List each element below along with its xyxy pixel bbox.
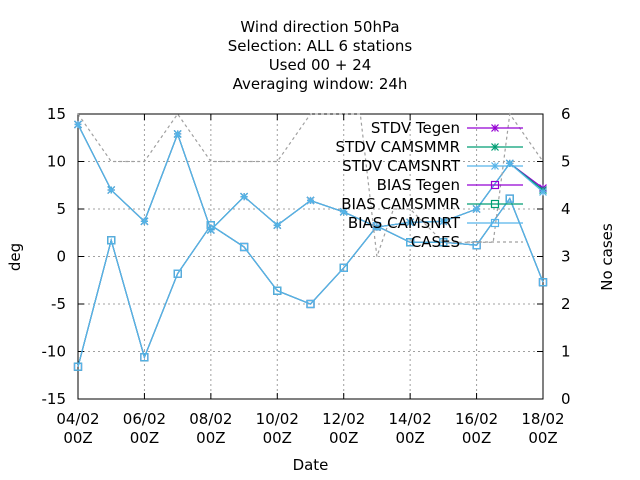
y-tick-label: -10 xyxy=(42,343,67,361)
data-point xyxy=(206,221,215,230)
x-tick-label-date: 04/02 xyxy=(56,410,99,428)
data-point xyxy=(73,362,83,371)
x-tick-label-date: 10/02 xyxy=(256,410,299,428)
x-tick-label-date: 14/02 xyxy=(389,410,432,428)
legend-label: STDV Tegen xyxy=(371,119,460,137)
legend-marker xyxy=(490,218,500,228)
series-line xyxy=(77,124,544,232)
data-point xyxy=(472,241,481,250)
y2-tick-label: 0 xyxy=(561,390,571,408)
x-tick-label-time: 00Z xyxy=(63,429,92,447)
y2-tick-label: 3 xyxy=(561,248,571,266)
data-point xyxy=(107,186,116,194)
y-tick-label: 15 xyxy=(47,105,66,123)
y2-axis: 0 1 2 3 4 5 6 xyxy=(537,105,571,408)
legend-label: BIAS Tegen xyxy=(377,176,460,194)
data-point xyxy=(206,225,215,234)
series xyxy=(73,112,548,371)
legend-marker xyxy=(490,199,500,209)
data-point xyxy=(505,194,514,203)
y-tick-label: -15 xyxy=(42,390,67,408)
x-tick-label-time: 00Z xyxy=(196,429,225,447)
data-point xyxy=(306,196,315,205)
y2-tick-label: 1 xyxy=(561,343,571,361)
title-line: Used 00 + 24 xyxy=(269,56,372,74)
data-point xyxy=(406,238,415,247)
data-point xyxy=(240,192,248,201)
title-line: Wind direction 50hPa xyxy=(240,18,399,36)
x-tick-label-date: 12/02 xyxy=(322,410,365,428)
data-point xyxy=(538,278,548,287)
x-tick-label-date: 08/02 xyxy=(189,410,232,428)
data-point xyxy=(74,120,82,129)
data-point xyxy=(306,299,315,309)
title-line: Averaging window: 24h xyxy=(233,75,408,93)
y-tick-label: 10 xyxy=(47,153,66,171)
x-tick-label-date: 16/02 xyxy=(455,410,498,428)
data-point xyxy=(339,207,348,216)
series-line xyxy=(77,197,544,367)
data-point xyxy=(439,217,448,226)
legend-label: STDV CAMSMMR xyxy=(335,138,460,156)
data-point xyxy=(539,187,547,196)
x-tick-label-time: 00Z xyxy=(130,429,159,447)
x-axis: 04/0200Z06/0200Z08/0200Z10/0200Z12/0200Z… xyxy=(56,114,565,447)
legend-label: STDV CAMSNRT xyxy=(342,157,461,175)
data-point xyxy=(239,242,249,252)
x-tick-label-time: 00Z xyxy=(462,429,491,447)
x-tick-label-time: 00Z xyxy=(263,429,292,447)
y-tick-label: 0 xyxy=(56,248,66,266)
y2-tick-label: 6 xyxy=(561,105,571,123)
x-axis-label: Date xyxy=(293,456,329,474)
data-point xyxy=(273,286,282,295)
y-tick-label: -5 xyxy=(51,295,66,313)
x-tick-label-date: 06/02 xyxy=(123,410,166,428)
legend-marker xyxy=(491,124,499,132)
series-line xyxy=(77,197,544,367)
title-line: Selection: ALL 6 stations xyxy=(228,37,413,55)
y-axis-label: deg xyxy=(6,243,24,271)
data-point xyxy=(173,130,182,138)
y-tick-label: 5 xyxy=(56,200,66,218)
y2-axis-label: No cases xyxy=(598,223,616,291)
legend-label: BIAS CAMSMMR xyxy=(341,195,460,213)
legend-marker xyxy=(491,143,499,151)
series-line xyxy=(77,197,544,367)
data-point xyxy=(107,236,116,245)
legend-label: BIAS CAMSNRT xyxy=(348,214,461,232)
data-point xyxy=(406,218,415,227)
x-tick-label-time: 00Z xyxy=(395,429,424,447)
series-stdv-tegen xyxy=(74,120,547,234)
x-tick-label-time: 00Z xyxy=(528,429,557,447)
data-point xyxy=(140,353,149,362)
data-point xyxy=(140,217,149,226)
x-tick-label-date: 18/02 xyxy=(521,410,564,428)
y2-tick-label: 4 xyxy=(561,200,571,218)
data-point xyxy=(273,221,282,230)
data-point xyxy=(173,269,182,278)
y-axis: -15 -10 -5 0 5 10 15 xyxy=(42,105,84,408)
legend-label: CASES xyxy=(411,233,460,251)
series-stdv-camsnrt xyxy=(74,120,547,234)
series-stdv-camsmmr xyxy=(74,120,547,234)
series-bias-camsnrt xyxy=(73,194,548,371)
y2-tick-label: 2 xyxy=(561,295,571,313)
legend-marker xyxy=(491,162,499,170)
data-point xyxy=(472,205,481,213)
data-point xyxy=(339,263,348,272)
x-tick-label-time: 00Z xyxy=(329,429,358,447)
legend-marker xyxy=(490,180,500,190)
y2-tick-label: 5 xyxy=(561,153,571,171)
